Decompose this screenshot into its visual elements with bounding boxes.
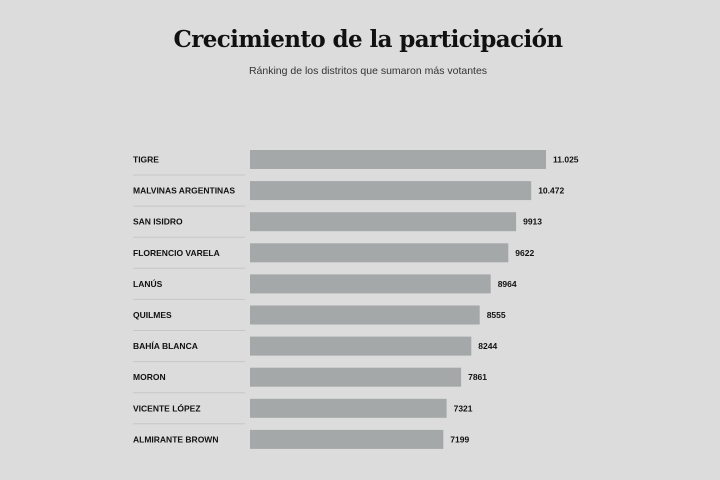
bar [250,274,491,294]
value-label: 11.025 [553,155,579,165]
value-label: 7199 [450,434,469,444]
bar [250,336,472,356]
category-label: BAHÍA BLANCA [133,341,198,351]
chart-title: Crecimiento de la participación [173,26,564,53]
category-label: LANÚS [133,278,163,289]
bar [250,181,532,201]
category-label: QUILMES [133,310,172,320]
category-label: MORON [133,372,166,382]
bar [250,212,517,232]
value-label: 10.472 [538,186,564,196]
bar [250,243,509,263]
chart-subtitle: Ránking de los distritos que sumaron más… [248,65,488,77]
category-label: MALVINAS ARGENTINAS [133,186,235,196]
category-label: TIGRE [133,155,159,165]
bar [250,367,462,387]
category-label: VICENTE LÓPEZ [133,402,201,413]
category-label: FLORENCIO VARELA [133,248,220,258]
value-label: 8244 [478,341,497,351]
bar [250,429,444,449]
value-label: 9913 [523,217,542,227]
bar [250,398,447,418]
value-label: 8964 [498,279,517,289]
value-label: 9622 [515,248,534,258]
value-label: 7861 [468,372,487,382]
bar [250,305,480,325]
category-label: SAN ISIDRO [133,217,183,227]
value-label: 8555 [487,310,506,320]
value-label: 7321 [454,403,473,413]
bar [250,150,546,169]
bar-rows: TIGRE 11.025 MALVINAS ARGENTINAS 10.472 SAN … [133,150,579,449]
category-label: ALMIRANTE BROWN [133,434,218,444]
